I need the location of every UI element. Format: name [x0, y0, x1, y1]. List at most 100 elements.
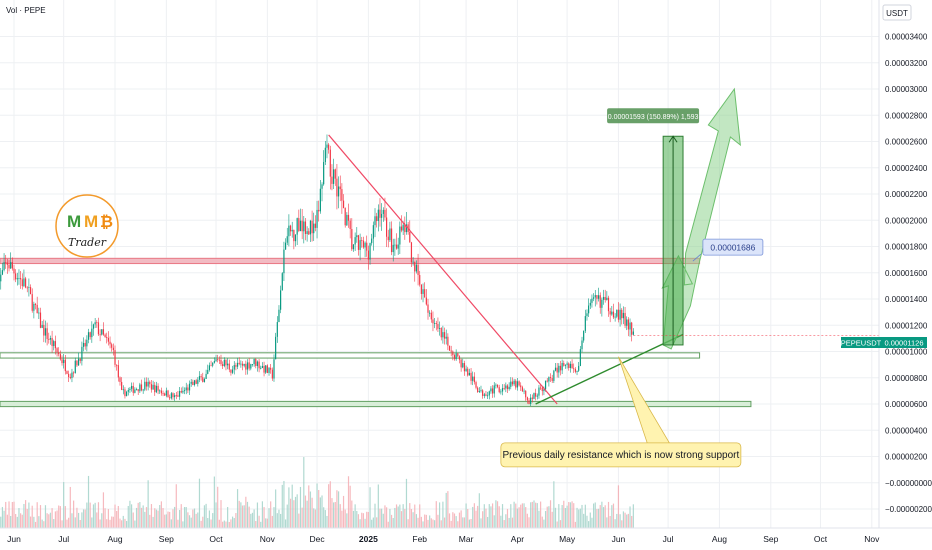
candle-body [160, 390, 162, 394]
volume-bar [175, 484, 177, 528]
volume-bar [376, 517, 378, 528]
candle-body [371, 238, 373, 244]
volume-bar [162, 508, 164, 528]
candle-body [405, 224, 408, 233]
volume-bar [197, 512, 199, 528]
x-tick-label: 2025 [359, 534, 378, 544]
candle-body [24, 278, 27, 288]
volume-bar [48, 514, 50, 528]
volume-bar [53, 519, 55, 528]
volume-bar [81, 512, 83, 528]
candle-body [188, 383, 191, 391]
volume-bar [442, 501, 444, 528]
candle-body [602, 296, 605, 300]
last-price-badge [881, 337, 927, 348]
candle-body [228, 363, 230, 370]
volume-bar [606, 517, 608, 528]
volume-bar [520, 504, 522, 528]
volume-bar [533, 500, 535, 528]
candle-body [511, 381, 514, 385]
candle-body [66, 371, 68, 374]
volume-bar [571, 501, 573, 528]
volume-bar [477, 505, 479, 528]
x-tick-label: May [559, 534, 576, 544]
candle-body [119, 377, 121, 382]
candle-body [621, 309, 623, 319]
y-tick-label: 0.00003000 [885, 85, 928, 94]
svg-text:₿: ₿ [100, 213, 113, 231]
volume-bar [487, 516, 489, 528]
price-axis-background [879, 0, 932, 534]
x-tick-label: Jul [58, 534, 69, 544]
candle-body [220, 359, 222, 365]
volume-bar [414, 504, 416, 528]
volume-bar [381, 508, 383, 528]
price-axis[interactable]: 0.00003400 0.00003200 0.00003000 0.00002800… [885, 33, 932, 515]
candle-body [611, 311, 613, 315]
candle-body [347, 214, 350, 221]
candle-body [61, 359, 63, 364]
volume-bar [92, 504, 95, 528]
volume-bar [508, 517, 510, 528]
candle-body [112, 347, 114, 351]
candle-body [43, 324, 45, 336]
volume-bars [0, 457, 634, 528]
x-tick-label: Nov [260, 534, 276, 544]
candle-body [273, 359, 275, 379]
candle-body [195, 380, 197, 384]
volume-bar [273, 507, 275, 528]
volume-bar [122, 515, 124, 528]
volume-bar [202, 516, 204, 528]
candle-body [551, 378, 553, 381]
candle-body [175, 395, 177, 397]
volume-bar [41, 519, 43, 528]
y-tick-label: 0.00000600 [885, 400, 928, 409]
time-axis[interactable]: Jun Jul Aug Sep Oct Nov Dec 2025 Feb Mar Apr May Jun… [7, 534, 880, 544]
candle-body [505, 385, 507, 389]
volume-bar [491, 503, 494, 528]
candle-body [41, 324, 43, 328]
volume-bar [593, 503, 595, 528]
candle-body [18, 278, 20, 279]
candle-body [445, 336, 447, 339]
candle-body [241, 363, 244, 366]
volume-bar [309, 491, 312, 528]
candle-body [152, 384, 154, 390]
volume-bar [155, 509, 158, 528]
volume-bar [528, 517, 530, 528]
candle-body [619, 309, 621, 320]
candle-body [372, 225, 374, 239]
volume-bar [389, 508, 391, 528]
volume-bar [61, 520, 63, 528]
candle-body [193, 380, 196, 385]
volume-bar [102, 492, 105, 528]
candle-body [530, 397, 532, 404]
candle-body [13, 268, 15, 274]
volume-bar [530, 502, 532, 528]
volume-bar [56, 510, 58, 528]
candle-body [280, 290, 282, 310]
volume-bar [475, 510, 477, 528]
candle-body [462, 363, 464, 368]
x-tick-label: Aug [107, 534, 122, 544]
volume-bar [573, 503, 575, 528]
y-tick-label: 0.00002800 [885, 111, 928, 120]
candle-body [566, 363, 568, 365]
volume-bar [359, 519, 361, 528]
candle-body [314, 223, 316, 228]
volume-bar [303, 457, 305, 528]
candle-body [531, 397, 533, 399]
candle-body [564, 364, 567, 366]
volume-bar [367, 512, 369, 528]
volume-bar [18, 508, 20, 528]
candle-body [468, 372, 470, 376]
candle-body [584, 316, 586, 331]
candle-body [243, 363, 245, 366]
volume-bar [614, 519, 616, 528]
currency-box[interactable] [882, 4, 912, 21]
volume-bar [142, 505, 144, 528]
candle-body [399, 226, 401, 245]
candle-body [379, 209, 381, 218]
candle-body [430, 312, 432, 320]
